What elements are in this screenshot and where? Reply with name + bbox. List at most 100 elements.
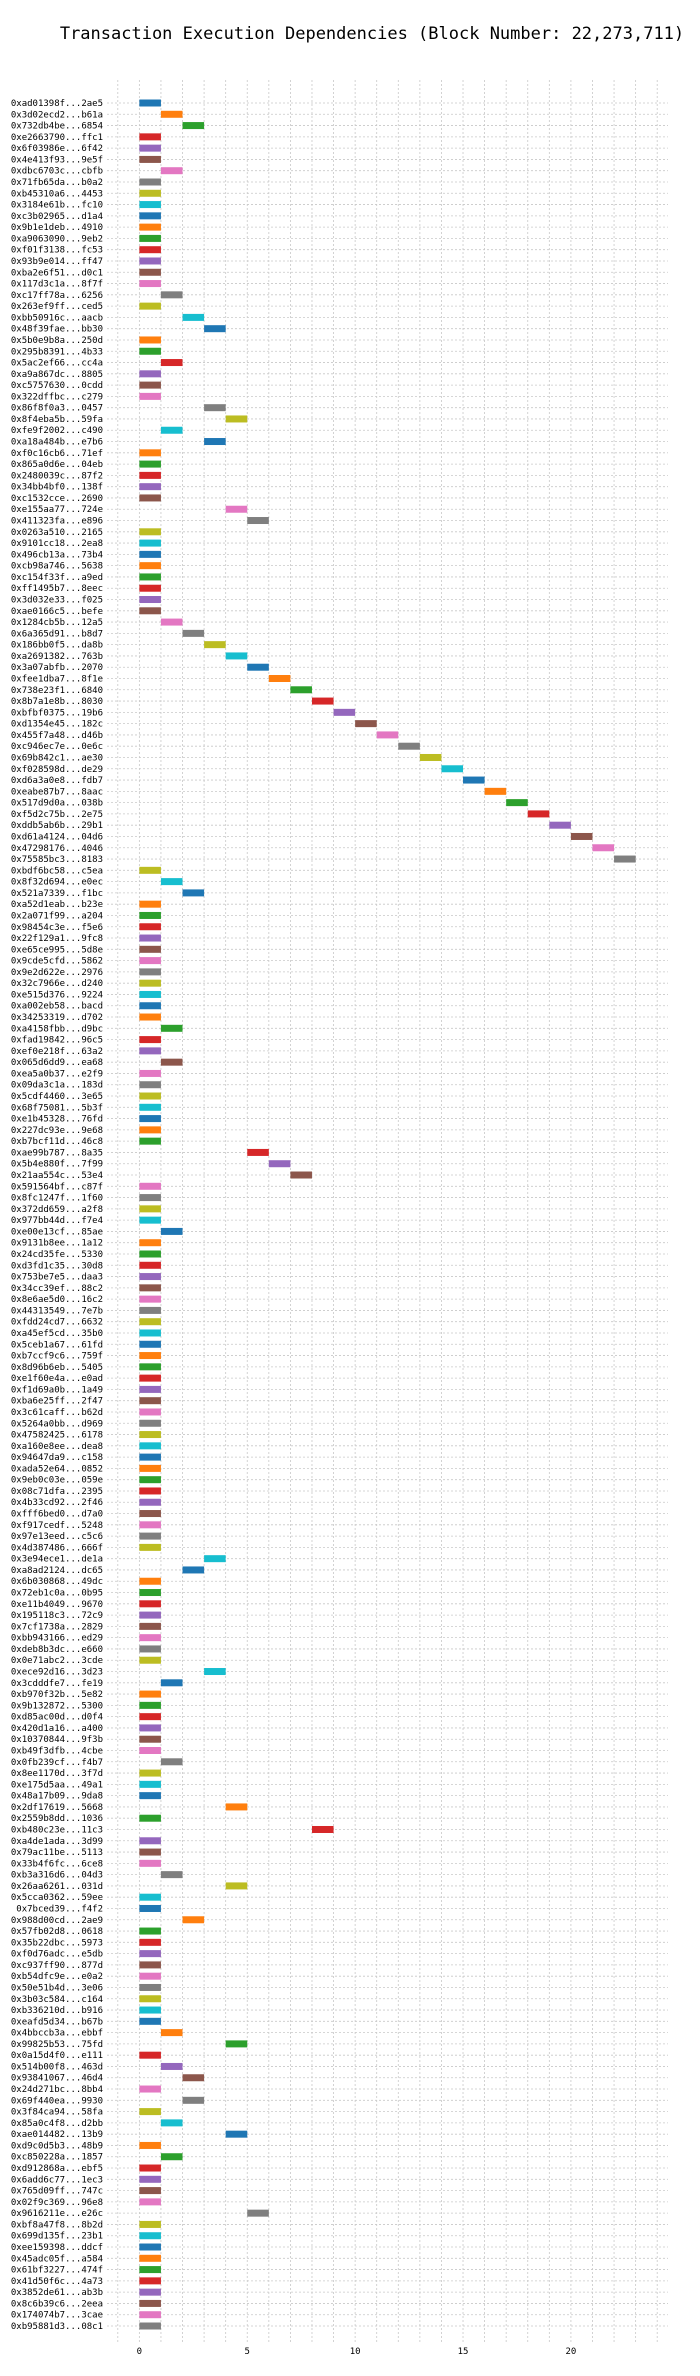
- y-tick-label: 0xc937ff90...877d: [11, 1961, 103, 1971]
- y-tick-label: 0x7bced39...f4f2: [16, 1904, 103, 1914]
- y-tick-label: 0x5cdf4460...3e65: [11, 1092, 103, 1102]
- y-tick-label: 0x93b9e014...ff47: [11, 257, 103, 267]
- y-tick-label: 0x372dd659...a2f8: [11, 1205, 103, 1215]
- dependency-bar: [139, 1115, 161, 1123]
- dependency-bar: [139, 923, 161, 931]
- y-tick-label: 0x34bb4bf0...138f: [11, 483, 103, 493]
- dependency-bar: [139, 1092, 161, 1100]
- dependency-bar: [247, 2209, 269, 2217]
- dependency-bar: [139, 1792, 161, 1800]
- y-tick-label: 0xc946ec7e...0e6c: [11, 742, 103, 752]
- y-tick-label: 0xc850228a...1857: [11, 2153, 103, 2163]
- dependency-bar: [139, 1690, 161, 1698]
- y-tick-label: 0xe515d376...9224: [11, 990, 103, 1000]
- dependency-bar: [139, 2006, 161, 2014]
- dependency-bar: [139, 2311, 161, 2319]
- dependency-bar: [139, 2288, 161, 2296]
- y-tick-label: 0x295b8391...4b33: [11, 347, 103, 357]
- dependency-bar: [139, 189, 161, 197]
- dependency-bar: [139, 1385, 161, 1393]
- y-tick-label: 0x99825b53...75fd: [11, 2040, 103, 2050]
- dependency-bar: [139, 1780, 161, 1788]
- dependency-bar: [139, 201, 161, 209]
- dependency-bar: [139, 1972, 161, 1980]
- dependency-bar: [139, 268, 161, 276]
- y-tick-label: 0x455f7a48...d46b: [11, 731, 103, 741]
- y-tick-label: 0xe1f60e4a...e0ad: [11, 1374, 103, 1384]
- y-tick-label: 0x48a17b09...9da8: [11, 1792, 103, 1802]
- dependency-bar: [139, 1431, 161, 1439]
- y-tick-label: 0xfad19842...96c5: [11, 1036, 103, 1046]
- dependency-bar: [139, 246, 161, 254]
- dependency-bar: [139, 1701, 161, 1709]
- y-tick-label: 0x69b842c1...ae30: [11, 753, 103, 763]
- y-tick-label: 0x591564bf...c87f: [11, 1182, 103, 1192]
- dependency-bar: [139, 1002, 161, 1010]
- dependency-bar: [204, 641, 226, 649]
- dependency-bar: [139, 1137, 161, 1145]
- y-tick-label: 0x8d96b6eb...5405: [11, 1363, 103, 1373]
- y-tick-label: 0x065d6dd9...ea68: [11, 1058, 103, 1068]
- y-tick-label: 0x71fb65da...b0a2: [11, 178, 103, 188]
- y-tick-label: 0x3184e61b...fc10: [11, 201, 103, 211]
- x-tick-label: 10: [350, 2347, 361, 2357]
- y-tick-label: 0x6add6c77...1ec3: [11, 2175, 103, 2185]
- y-tick-label: 0x72eb1c0a...0b95: [11, 1589, 103, 1599]
- y-tick-label: 0x2df17619...5668: [11, 1803, 103, 1813]
- y-tick-label: 0xb45310a6...4453: [11, 189, 103, 199]
- y-tick-label: 0x322dffbc...c279: [11, 392, 103, 402]
- y-tick-label: 0xb3a316d6...04d3: [11, 1871, 103, 1881]
- dependency-bar: [139, 957, 161, 965]
- y-tick-label: 0x41d50f6c...4a73: [11, 2277, 103, 2287]
- dependency-bar: [139, 1634, 161, 1642]
- dependency-bar: [139, 1950, 161, 1958]
- dependency-bar: [139, 539, 161, 547]
- y-tick-label: 0x3c61caff...b62d: [11, 1408, 103, 1418]
- y-tick-label: 0xb480c23e...11c3: [11, 1825, 103, 1835]
- dependency-bar: [139, 2254, 161, 2262]
- dependency-bar: [139, 2051, 161, 2059]
- dependency-bar: [139, 1103, 161, 1111]
- y-tick-label: 0x3f84ca94...58fa: [11, 2108, 103, 2118]
- dependency-bar: [484, 787, 507, 795]
- dependency-bar: [139, 1476, 161, 1484]
- y-tick-label: 0x0263a510...2165: [11, 528, 103, 538]
- y-tick-label: 0x514b00f8...463d: [11, 2062, 103, 2072]
- y-tick-label: 0x117d3c1a...8f7f: [11, 280, 103, 290]
- y-tick-label: 0xf0d76adc...e5db: [11, 1950, 103, 1960]
- y-tick-label: 0x61bf3227...474f: [11, 2266, 103, 2276]
- y-tick-label: 0x9e2d622e...2976: [11, 968, 103, 978]
- dependency-bar: [139, 1284, 161, 1292]
- dependency-bar: [160, 2029, 183, 2037]
- dependency-bar: [333, 708, 356, 716]
- y-tick-label: 0xa52d1eab...b23e: [11, 900, 103, 910]
- dependency-bar: [139, 155, 161, 163]
- dependency-bar: [225, 2130, 248, 2138]
- dependency-bar: [139, 2164, 161, 2172]
- y-tick-label: 0x3852de61...ab3b: [11, 2288, 103, 2298]
- dependency-bar: [139, 1126, 161, 1134]
- y-tick-label: 0x34cc39ef...88c2: [11, 1284, 103, 1294]
- dependency-bar: [160, 1679, 183, 1687]
- dependency-bar: [355, 720, 377, 728]
- dependency-bar: [139, 483, 161, 491]
- dependency-bar: [225, 2040, 248, 2048]
- y-tick-label: 0x44313549...7e7b: [11, 1306, 103, 1316]
- y-tick-label: 0x195118c3...72c9: [11, 1611, 103, 1621]
- y-tick-label: 0x69f440ea...9930: [11, 2096, 103, 2106]
- dependency-bar: [139, 1487, 161, 1495]
- dependency-bar: [139, 2232, 161, 2240]
- dependency-bar: [139, 1205, 161, 1213]
- y-tick-label: 0x699d135f...23b1: [11, 2232, 103, 2242]
- dependency-bar: [139, 234, 161, 242]
- y-tick-label: 0x75585bc3...8183: [11, 855, 103, 865]
- y-tick-label: 0xc1532cce...2690: [11, 494, 103, 504]
- y-tick-label: 0xd61a4124...04d6: [11, 832, 103, 842]
- dependency-bar: [139, 212, 161, 220]
- y-tick-label: 0xe2663790...ffc1: [11, 133, 103, 143]
- dependency-bar: [225, 652, 248, 660]
- dependency-bar: [139, 302, 161, 310]
- y-tick-label: 0xe155aa77...724e: [11, 505, 103, 515]
- dependency-bar: [139, 99, 161, 107]
